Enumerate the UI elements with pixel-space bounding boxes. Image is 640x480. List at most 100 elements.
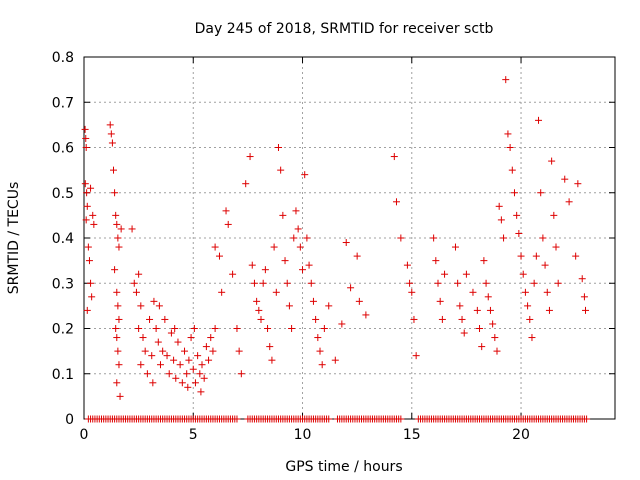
data-point — [508, 166, 516, 174]
data-point — [491, 334, 499, 342]
x-tick-label: 10 — [294, 427, 312, 443]
data-point — [237, 370, 245, 378]
data-point — [233, 325, 241, 332]
data-point — [246, 153, 254, 161]
data-point — [89, 211, 97, 219]
data-point — [88, 293, 96, 301]
data-point — [438, 315, 446, 323]
data-point — [146, 315, 154, 323]
data-point — [578, 275, 586, 283]
data-point — [510, 189, 518, 197]
data-point — [441, 270, 449, 278]
data-point — [502, 76, 510, 84]
data-point — [194, 352, 202, 360]
data-point — [135, 270, 143, 278]
data-point — [83, 202, 91, 210]
data-point — [257, 315, 265, 323]
data-point — [114, 234, 122, 242]
x-tick-label: 20 — [512, 427, 530, 443]
data-point — [493, 347, 501, 355]
data-point — [255, 306, 263, 314]
data-point — [229, 270, 237, 278]
data-point — [528, 334, 536, 342]
data-point — [272, 288, 280, 296]
data-point — [209, 347, 217, 355]
data-point — [115, 315, 123, 323]
data-point — [524, 302, 532, 310]
data-point — [281, 257, 289, 265]
data-point — [205, 356, 213, 364]
data-point — [82, 134, 90, 142]
data-point — [412, 352, 420, 360]
data-point — [108, 139, 116, 147]
data-point — [301, 171, 309, 179]
data-point — [242, 180, 250, 188]
data-point — [537, 189, 545, 197]
data-point — [554, 279, 562, 287]
data-point — [115, 361, 123, 369]
data-point — [183, 370, 191, 378]
data-point — [83, 306, 91, 314]
data-point — [200, 374, 208, 382]
data-point — [530, 279, 538, 287]
data-point — [312, 315, 320, 323]
data-point — [434, 279, 442, 287]
data-point — [482, 279, 490, 287]
data-point — [189, 365, 197, 373]
data-point — [314, 334, 322, 342]
x-tick-label: 15 — [403, 427, 421, 443]
data-point — [473, 306, 481, 314]
data-point — [87, 184, 95, 192]
data-point — [469, 288, 477, 296]
data-point — [526, 315, 534, 323]
data-point — [111, 189, 119, 197]
data-point — [85, 257, 93, 265]
data-point — [486, 306, 494, 314]
data-point — [268, 356, 276, 364]
data-point — [135, 325, 143, 332]
data-point — [266, 343, 274, 351]
data-point — [170, 356, 178, 364]
data-point — [572, 252, 580, 260]
data-point — [139, 334, 147, 342]
data-point — [264, 325, 272, 332]
data-point — [148, 352, 156, 360]
data-point — [397, 234, 405, 242]
y-tick-label: 0.4 — [52, 231, 74, 247]
data-point — [113, 334, 121, 342]
data-point — [305, 261, 313, 269]
data-point — [132, 288, 140, 296]
data-point — [283, 279, 291, 287]
data-point — [325, 302, 333, 310]
x-axis-label: GPS time / hours — [285, 459, 402, 475]
data-point — [543, 288, 551, 296]
data-point — [150, 297, 158, 305]
data-point — [325, 415, 333, 423]
data-point — [506, 144, 514, 151]
data-point — [235, 347, 243, 355]
data-point — [456, 302, 464, 310]
data-point — [149, 379, 157, 387]
data-point — [87, 279, 95, 287]
y-tick-label: 0.3 — [52, 276, 74, 292]
data-point — [84, 243, 92, 251]
data-point — [116, 392, 124, 400]
data-point — [171, 325, 179, 332]
data-point — [215, 252, 223, 260]
data-point — [294, 225, 302, 233]
data-point — [83, 189, 91, 197]
data-point — [432, 257, 440, 265]
y-tick-label: 0.1 — [52, 367, 74, 383]
y-axis-label: SRMTID / TECUs — [6, 182, 22, 295]
data-point — [81, 125, 89, 133]
data-point — [331, 356, 339, 364]
data-point — [198, 361, 206, 369]
data-point — [90, 220, 98, 228]
data-point — [497, 216, 505, 224]
data-point — [137, 361, 145, 369]
data-point — [82, 216, 90, 224]
data-point — [137, 302, 145, 310]
data-point — [112, 325, 120, 332]
data-point — [580, 293, 588, 301]
